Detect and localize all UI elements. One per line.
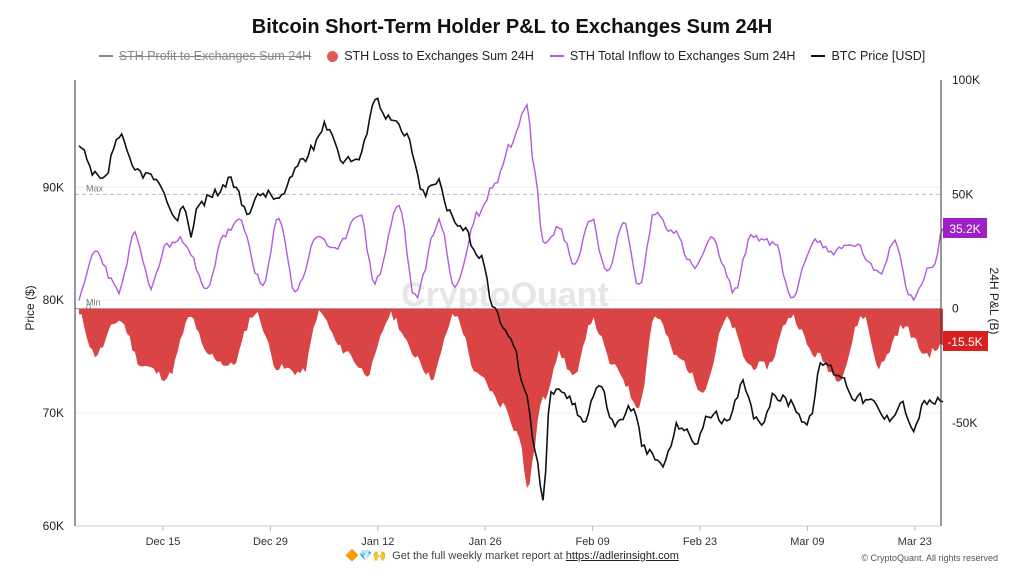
legend-label: BTC Price [USD]	[831, 49, 926, 63]
x-axis-ticks: Dec 15 Dec 29 Jan 12 Jan 26 Feb 09 Feb 23 Mar …	[146, 526, 932, 548]
x-tick-label: Dec 15	[146, 536, 181, 548]
reference-label: Max	[86, 183, 104, 193]
legend-swatch-line	[549, 55, 564, 57]
copyright: © CryptoQuant. All rights reserved	[861, 553, 998, 563]
zero-label: 0	[86, 303, 91, 313]
footer-link[interactable]: https://adlerinsight.com	[565, 550, 679, 562]
reference-label: Min	[86, 298, 101, 308]
legend-item-sth-loss[interactable]: STH Loss to Exchanges Sum 24H	[327, 49, 534, 63]
legend-label: STH Total Inflow to Exchanges Sum 24H	[569, 49, 796, 63]
chart-title: Bitcoin Short-Term Holder P&L to Exchang…	[251, 16, 773, 38]
footer: 🔶💎🙌 Get the full weekly market report at …	[0, 549, 1024, 562]
current-loss-value: -15.5K	[947, 335, 982, 349]
right-axis-ticks: 100K 50K 0 -50K	[952, 73, 980, 430]
current-loss-tag: -15.5K	[943, 331, 988, 351]
x-tick-label: Jan 12	[361, 536, 394, 548]
legend-label: STH Profit to Exchanges Sum 24H	[118, 49, 312, 63]
sth-loss-area	[79, 308, 943, 488]
legend-item-sth-profit[interactable]: STH Profit to Exchanges Sum 24H	[98, 49, 312, 63]
left-axis-ticks: 60K 70K 80K 90K	[43, 180, 64, 533]
legend-swatch-line	[98, 55, 113, 57]
y-left-axis-title: Price ($)	[23, 285, 37, 330]
legend-label: STH Loss to Exchanges Sum 24H	[344, 49, 534, 63]
x-tick-label: Feb 09	[575, 536, 609, 548]
y-right-axis-title: 24H P&L (B)	[987, 268, 1001, 335]
footer-text: Get the full weekly market report at	[392, 550, 566, 562]
left-tick-label: 80K	[43, 293, 64, 307]
x-tick-label: Jan 26	[469, 536, 502, 548]
x-tick-label: Dec 29	[253, 536, 288, 548]
current-inflow-tag: 35.2K	[943, 218, 987, 238]
left-tick-label: 60K	[43, 519, 64, 533]
legend-item-sth-inflow[interactable]: STH Total Inflow to Exchanges Sum 24H	[549, 49, 796, 63]
right-tick-label: 100K	[952, 73, 980, 87]
x-tick-label: Mar 23	[898, 536, 932, 548]
left-tick-label: 90K	[43, 180, 64, 194]
legend-swatch-dot	[327, 50, 339, 62]
current-inflow-value: 35.2K	[949, 222, 980, 236]
x-tick-label: Feb 23	[683, 536, 717, 548]
x-tick-label: Mar 09	[790, 536, 824, 548]
legend-item-btc-price[interactable]: BTC Price [USD]	[811, 49, 925, 63]
watermark: CryptoQuant	[401, 276, 609, 314]
footer-emoji: 🔶💎🙌	[345, 550, 387, 562]
legend-swatch-line	[811, 55, 826, 57]
sth-inflow-line	[78, 102, 944, 302]
right-tick-label: 50K	[952, 187, 973, 201]
right-tick-label: -50K	[952, 416, 977, 430]
legend: STH Profit to Exchanges Sum 24H STH Loss…	[0, 49, 1024, 63]
left-tick-label: 70K	[43, 406, 64, 420]
btc-price-line	[78, 97, 944, 501]
right-tick-label: 0	[952, 302, 959, 316]
